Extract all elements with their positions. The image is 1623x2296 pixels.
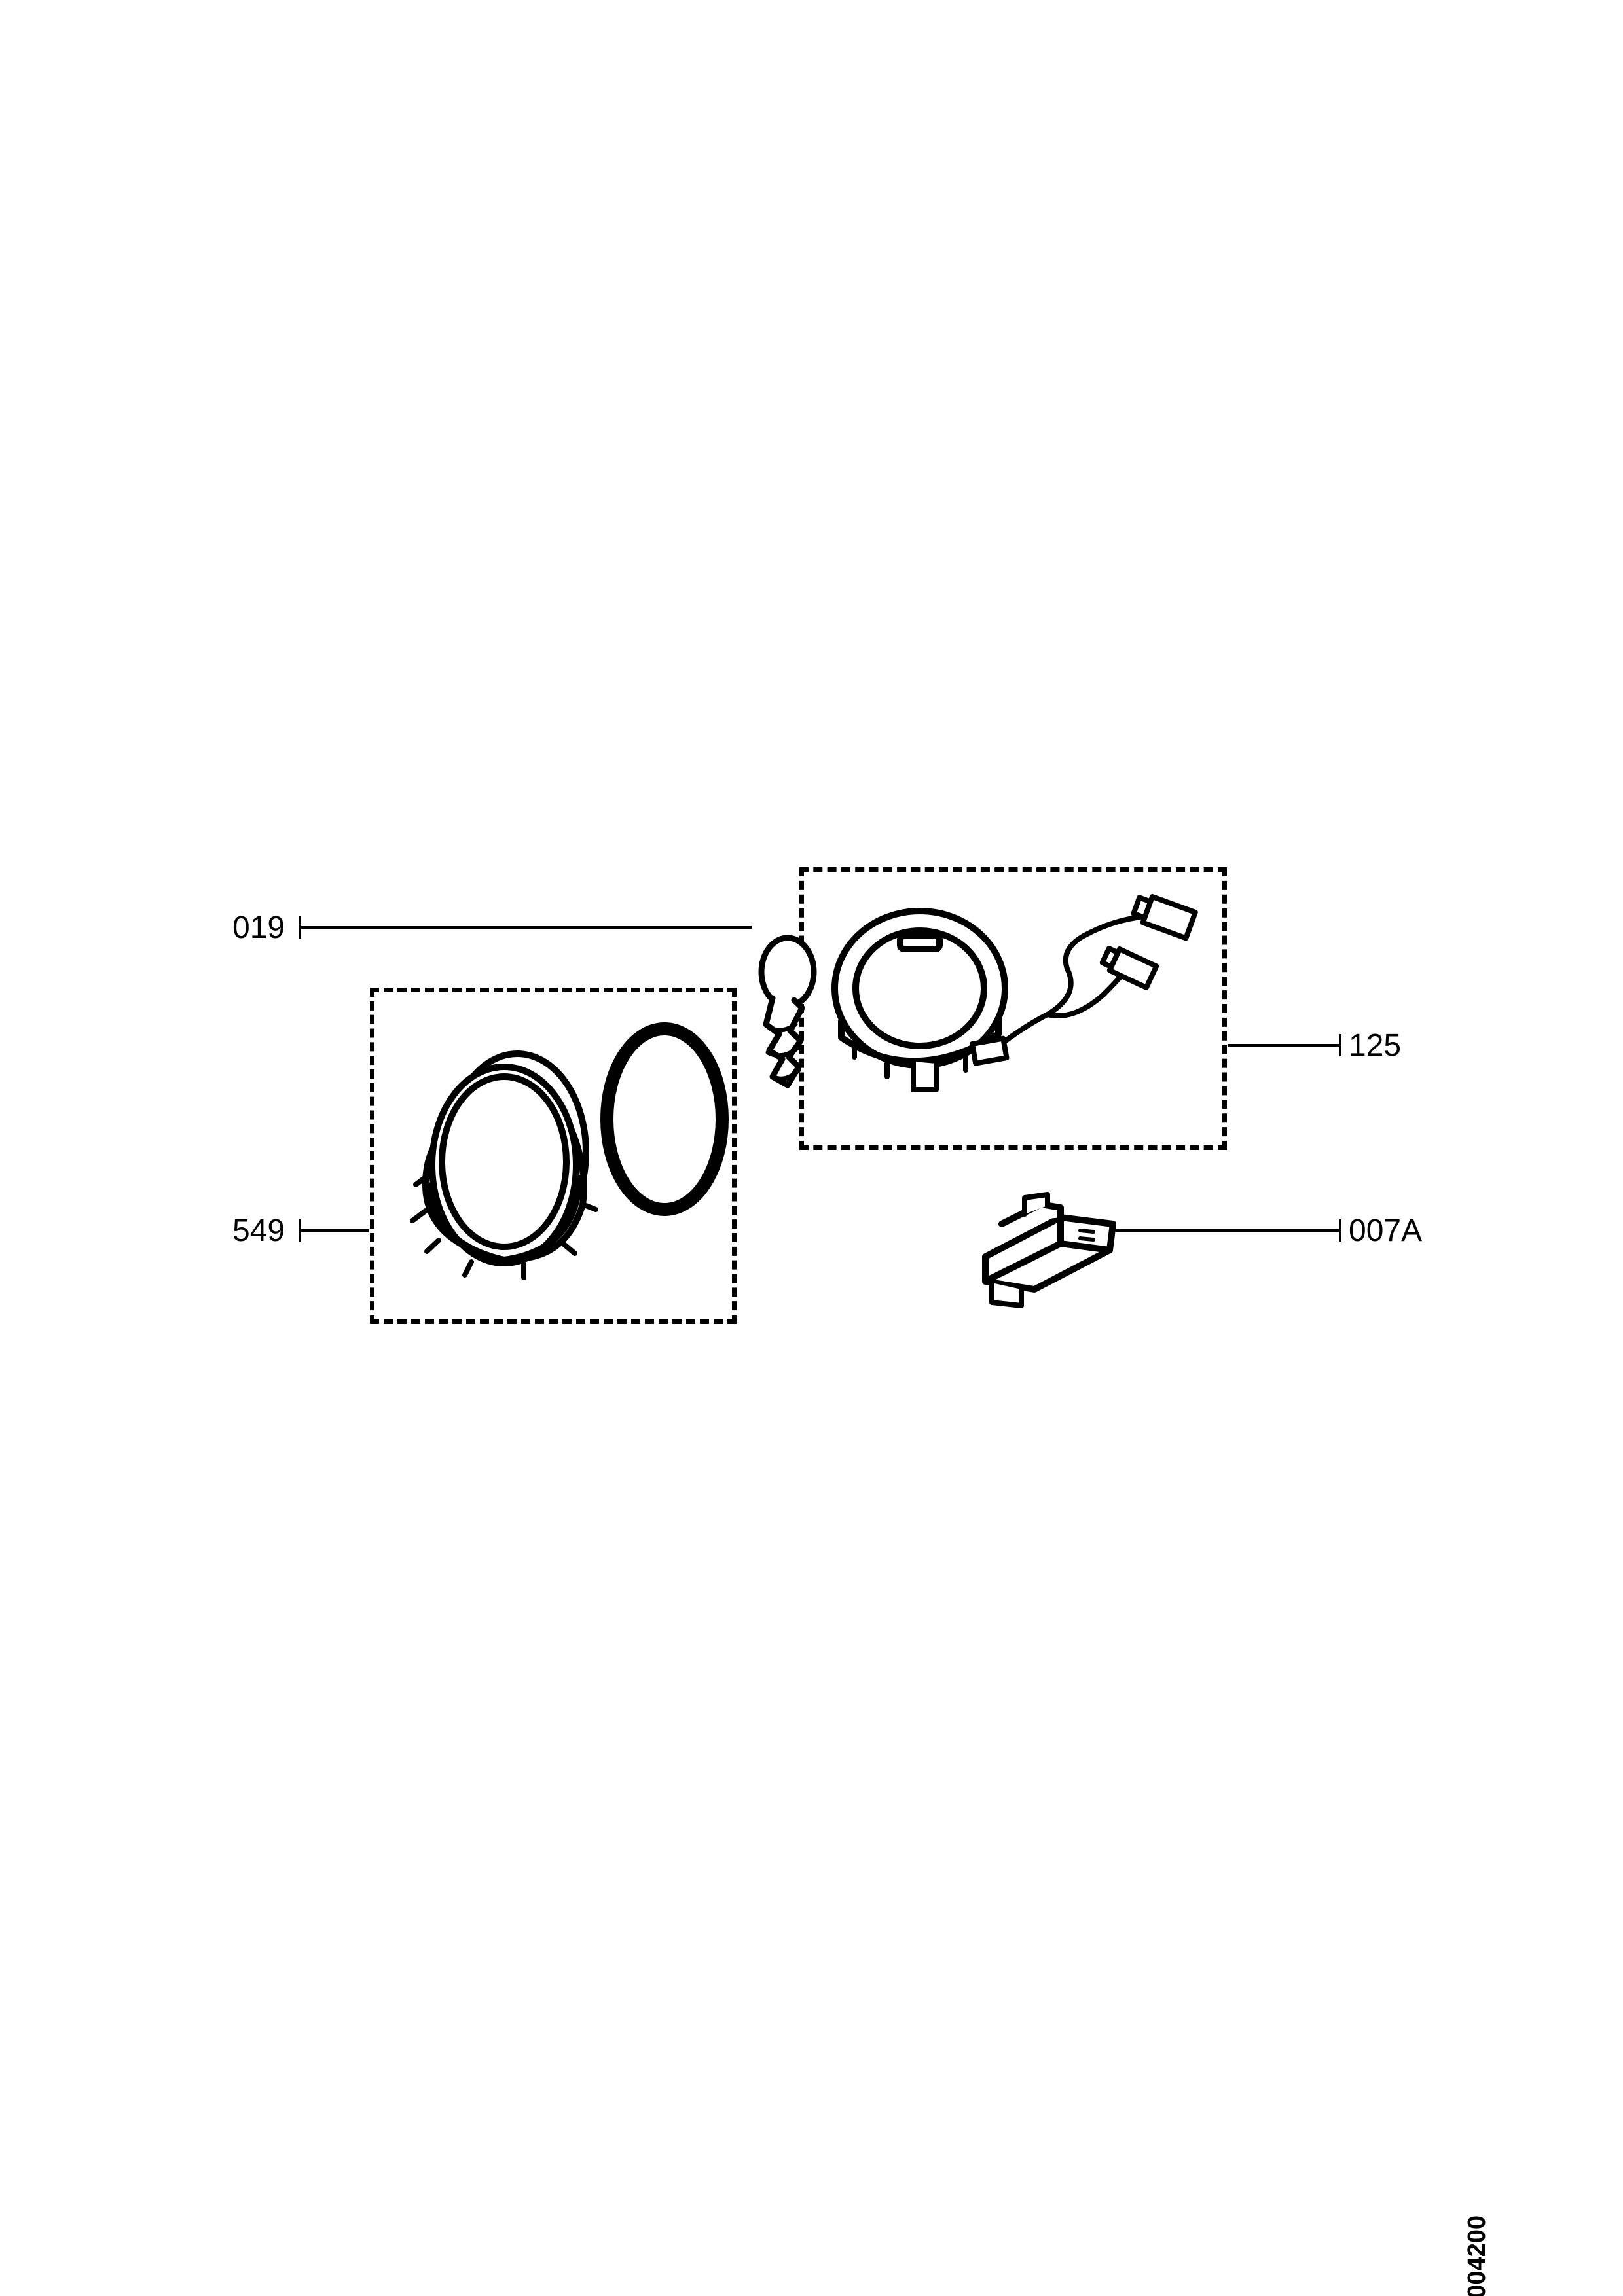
leader-line [1113, 1229, 1339, 1232]
drawing-number-value: N59112004200 [1463, 2215, 1491, 2296]
leader-line [1228, 1044, 1339, 1047]
o-ring-seal-icon [596, 1021, 733, 1217]
wiring-harness-icon [969, 890, 1211, 1080]
leader-tick [1339, 1034, 1341, 1056]
callout-label-549: 549 [232, 1213, 285, 1249]
light-bulb-icon [737, 936, 822, 1100]
lamp-cover-cap-icon [393, 1054, 602, 1270]
diagram-layer: 019 125 549 007A [0, 0, 1623, 2296]
callout-label-125: 125 [1349, 1028, 1401, 1064]
leader-line [301, 1229, 369, 1232]
leader-tick [299, 916, 301, 939]
door-switch-icon [962, 1178, 1126, 1309]
leader-line [301, 926, 752, 929]
callout-label-019: 019 [232, 910, 285, 946]
callout-label-007A: 007A [1349, 1213, 1422, 1249]
drawing-number-sublabel: Number of picture [1491, 2215, 1519, 2296]
drawing-number-note: Explosionszeichnungs Nr.: N59112004200 N… [1463, 2215, 1519, 2296]
leader-tick [1339, 1219, 1341, 1242]
leader-tick [299, 1219, 301, 1242]
page-canvas: 019 125 549 007A [0, 0, 1623, 2296]
